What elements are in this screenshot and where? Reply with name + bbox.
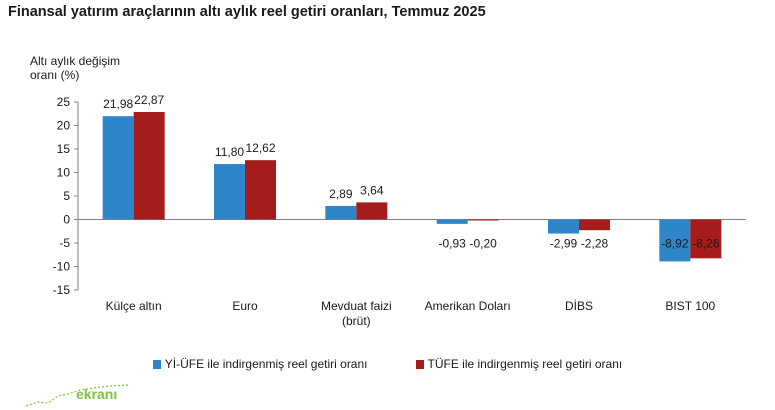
x-category-label: BIST 100 bbox=[665, 299, 715, 313]
bar-tufe bbox=[133, 112, 165, 220]
y-axis-label: Altı aylık değişim oranı (%) bbox=[30, 54, 120, 82]
x-category-label: Külçe altın bbox=[106, 299, 162, 313]
legend: Yİ-ÜFE ile indirgenmiş reel getiri oranı… bbox=[0, 357, 775, 371]
data-label: -2,99 bbox=[550, 237, 578, 251]
y-tick-label: -10 bbox=[53, 260, 71, 274]
bar-yi-ufe bbox=[325, 205, 357, 220]
x-category-label: Mevduat faizi bbox=[321, 299, 392, 313]
data-label: -0,93 bbox=[438, 237, 466, 251]
legend-label-yi-ufe: Yİ-ÜFE ile indirgenmiş reel getiri oranı bbox=[164, 357, 368, 371]
data-label: 12,62 bbox=[245, 141, 275, 155]
bar-tufe bbox=[579, 219, 610, 231]
y-axis-label-line-2: oranı (%) bbox=[30, 68, 80, 82]
y-tick-label: 25 bbox=[57, 95, 71, 109]
y-tick-label: 10 bbox=[57, 166, 71, 180]
bar-yi-ufe bbox=[548, 219, 579, 234]
data-label: -2,28 bbox=[581, 237, 609, 251]
y-tick-label: -5 bbox=[59, 236, 70, 250]
legend-item-tufe: TÜFE ile indirgenmiş reel getiri oranı bbox=[415, 357, 623, 371]
x-category-label: Amerikan Doları bbox=[425, 299, 511, 313]
legend-label-tufe: TÜFE ile indirgenmiş reel getiri oranı bbox=[427, 357, 623, 371]
data-label: 2,89 bbox=[329, 187, 353, 201]
watermark-logo-icon bbox=[25, 384, 129, 407]
bar-yi-ufe bbox=[102, 116, 134, 220]
y-tick-label: 15 bbox=[57, 142, 71, 156]
data-label: 11,80 bbox=[215, 145, 244, 159]
bar-tufe bbox=[690, 219, 722, 259]
legend-item-yi-ufe: Yİ-ÜFE ile indirgenmiş reel getiri oranı bbox=[152, 357, 368, 371]
bar-tufe bbox=[245, 160, 276, 220]
bar-yi-ufe bbox=[214, 164, 245, 220]
bar-yi-ufe bbox=[659, 219, 691, 262]
bar-tufe bbox=[356, 202, 388, 220]
data-label: -8,26 bbox=[692, 237, 720, 251]
legend-swatch-yi-ufe bbox=[152, 359, 161, 369]
y-tick-label: 5 bbox=[63, 189, 70, 203]
data-label: -8,92 bbox=[661, 237, 689, 251]
legend-swatch-tufe bbox=[415, 359, 424, 369]
x-category-label: (brüt) bbox=[342, 314, 371, 328]
chart-title: Finansal yatırım araçlarının altı aylık … bbox=[8, 4, 486, 20]
y-tick-label: 0 bbox=[63, 213, 70, 227]
data-label: -0,20 bbox=[469, 237, 497, 251]
y-axis-label-line-1: Altı aylık değişim bbox=[30, 54, 121, 68]
y-tick-label: -15 bbox=[53, 283, 71, 297]
y-tick-label: 20 bbox=[57, 119, 71, 133]
data-label: 3,64 bbox=[360, 183, 384, 197]
bar-yi-ufe bbox=[436, 219, 468, 224]
bar-tufe bbox=[467, 219, 499, 221]
watermark-text: ekranı bbox=[76, 386, 118, 402]
x-category-label: Euro bbox=[232, 299, 258, 313]
x-category-label: DİBS bbox=[565, 299, 593, 313]
data-label: 21,98 bbox=[103, 97, 133, 111]
bar-chart: 25 20 15 10 5 0 -5 -10 -15 21,98 22,87 Külçe altın 1… bbox=[53, 93, 746, 328]
data-label: 22,87 bbox=[134, 93, 164, 107]
